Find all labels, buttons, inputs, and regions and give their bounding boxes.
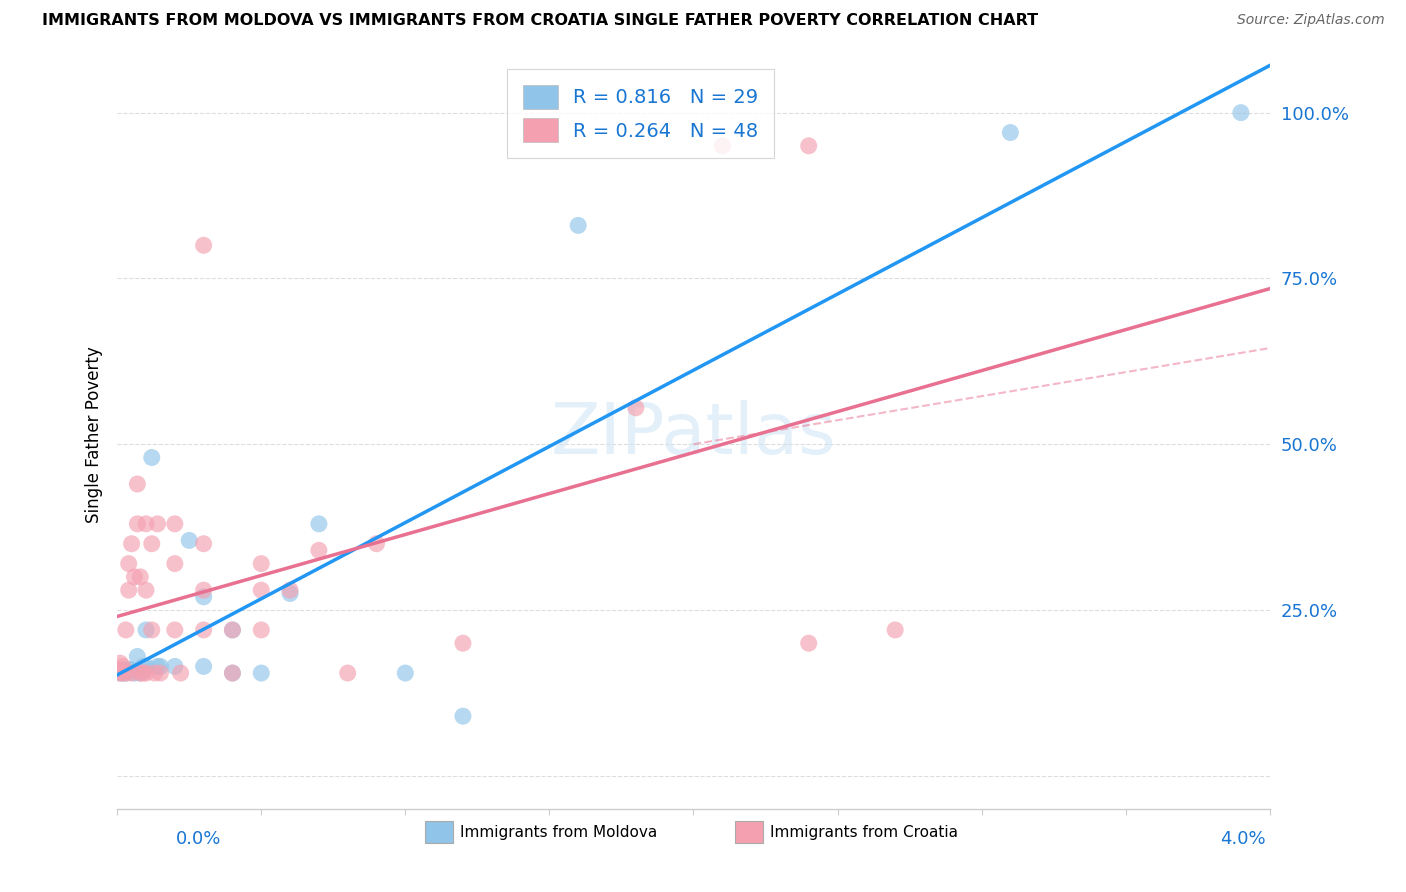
Point — [149, 659, 172, 673]
Text: Immigrants from Croatia: Immigrants from Croatia — [770, 825, 957, 839]
Point — [129, 666, 152, 681]
Point — [336, 666, 359, 681]
Point — [567, 219, 589, 233]
Point — [221, 623, 243, 637]
Text: 4.0%: 4.0% — [1220, 830, 1265, 847]
Point — [193, 583, 215, 598]
Y-axis label: Single Father Poverty: Single Father Poverty — [86, 346, 103, 523]
Point — [146, 659, 169, 673]
Point — [308, 543, 330, 558]
Text: IMMIGRANTS FROM MOLDOVA VS IMMIGRANTS FROM CROATIA SINGLE FATHER POVERTY CORRELA: IMMIGRANTS FROM MOLDOVA VS IMMIGRANTS FR… — [42, 13, 1038, 29]
Point — [278, 583, 301, 598]
Point — [141, 450, 163, 465]
Point — [111, 666, 134, 681]
Point — [1230, 105, 1253, 120]
Point — [193, 238, 215, 252]
Text: Immigrants from Moldova: Immigrants from Moldova — [460, 825, 658, 839]
Point — [114, 623, 136, 637]
Text: Source: ZipAtlas.com: Source: ZipAtlas.com — [1237, 13, 1385, 28]
Point — [193, 537, 215, 551]
Point — [308, 516, 330, 531]
Point — [163, 516, 186, 531]
Point — [111, 663, 134, 677]
Point — [135, 623, 157, 637]
Point — [129, 570, 152, 584]
Point — [366, 537, 388, 551]
Point — [111, 666, 134, 681]
Text: 0.0%: 0.0% — [176, 830, 221, 847]
Point — [179, 533, 201, 548]
Point — [127, 477, 149, 491]
Point — [884, 623, 907, 637]
Point — [250, 557, 273, 571]
Point — [108, 663, 131, 677]
Point — [141, 537, 163, 551]
Point — [121, 537, 143, 551]
Point — [278, 586, 301, 600]
Point — [193, 590, 215, 604]
Point — [127, 516, 149, 531]
Point — [250, 583, 273, 598]
Point — [250, 666, 273, 681]
Point — [127, 649, 149, 664]
Point — [118, 583, 141, 598]
Point — [1000, 126, 1022, 140]
Point — [118, 663, 141, 677]
Point — [121, 666, 143, 681]
Point — [135, 666, 157, 681]
Point — [163, 557, 186, 571]
Point — [108, 656, 131, 670]
Point — [163, 659, 186, 673]
Point — [451, 636, 474, 650]
Point — [135, 583, 157, 598]
Text: ZIPatlas: ZIPatlas — [551, 400, 837, 469]
Point — [146, 516, 169, 531]
Point — [124, 570, 146, 584]
Point — [394, 666, 416, 681]
Point — [143, 666, 166, 681]
Point — [124, 666, 146, 681]
Point — [221, 623, 243, 637]
Point — [149, 666, 172, 681]
Point — [141, 623, 163, 637]
Point — [797, 138, 820, 153]
Point — [135, 516, 157, 531]
Point — [114, 666, 136, 681]
Point — [797, 636, 820, 650]
Point — [108, 666, 131, 681]
Point — [111, 659, 134, 673]
Point — [132, 666, 155, 681]
Point — [711, 138, 734, 153]
Legend: R = 0.816   N = 29, R = 0.264   N = 48: R = 0.816 N = 29, R = 0.264 N = 48 — [508, 70, 775, 158]
Point — [118, 557, 141, 571]
Point — [114, 666, 136, 681]
Point — [129, 666, 152, 681]
Point — [132, 659, 155, 673]
Point — [250, 623, 273, 637]
Point — [163, 623, 186, 637]
Point — [451, 709, 474, 723]
Point — [221, 666, 243, 681]
Point — [135, 659, 157, 673]
Point — [108, 666, 131, 681]
Point — [221, 666, 243, 681]
Point — [121, 663, 143, 677]
Point — [169, 666, 191, 681]
Point — [193, 623, 215, 637]
Point — [193, 659, 215, 673]
Point — [624, 401, 647, 415]
